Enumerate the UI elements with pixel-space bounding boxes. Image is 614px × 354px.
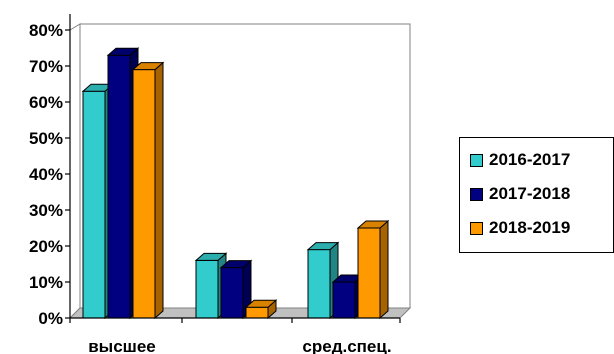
bar [306,241,340,320]
bar-side [154,61,164,320]
legend-label-series-1: 2016-2017 [489,150,571,169]
legend-swatch-series-1 [470,153,483,167]
bar-front [332,281,356,319]
x-tick-label: сред.спец. [302,337,391,354]
bar-front [357,227,381,319]
legend-label-series-3: 2018-2019 [489,218,571,237]
bar-side [379,219,389,320]
bar-front [107,54,131,319]
bar-top [356,220,390,229]
bar-top [131,62,165,71]
bar-top [244,299,278,308]
bar-top [306,242,340,251]
legend-item-series-3: 2018-2019 [470,217,570,239]
y-tick-label: 10% [29,273,63,292]
legend-item-series-1: 2016-2017 [470,149,570,171]
legend-swatch-series-3 [470,221,483,235]
bar-front [220,267,244,319]
y-tick-label: 40% [29,165,63,184]
legend-label-series-2: 2017-2018 [489,184,571,203]
bar-front [132,69,156,319]
x-tick-label: высшее [88,337,156,354]
bar-top [219,260,253,269]
side-wall [69,23,81,320]
y-tick-label: 60% [29,93,63,112]
y-tick-label: 50% [29,129,63,148]
y-axis: 0% 10% 20% 30% 40% 50% 60% 70% 80% [29,14,71,328]
bar [131,61,165,320]
y-tick-label: 70% [29,57,63,76]
bar [219,259,253,320]
bar [356,219,390,320]
y-tick-label: 80% [29,21,63,40]
legend: 2016-2017 2017-2018 2018-2019 [459,137,614,253]
legend-swatch-series-2 [470,187,483,201]
bar-top [106,47,140,56]
legend-item-series-2: 2017-2018 [470,183,570,205]
x-axis: высшее сред.спец. [69,317,401,354]
bar-front [307,249,331,319]
y-tick-label: 20% [29,237,63,256]
bar-front [195,259,219,319]
bar-front [245,306,269,319]
y-tick-label: 30% [29,201,63,220]
bar [244,299,278,320]
bar-front [82,90,106,319]
bar-top [194,252,228,261]
y-tick-label: 0% [38,309,63,328]
